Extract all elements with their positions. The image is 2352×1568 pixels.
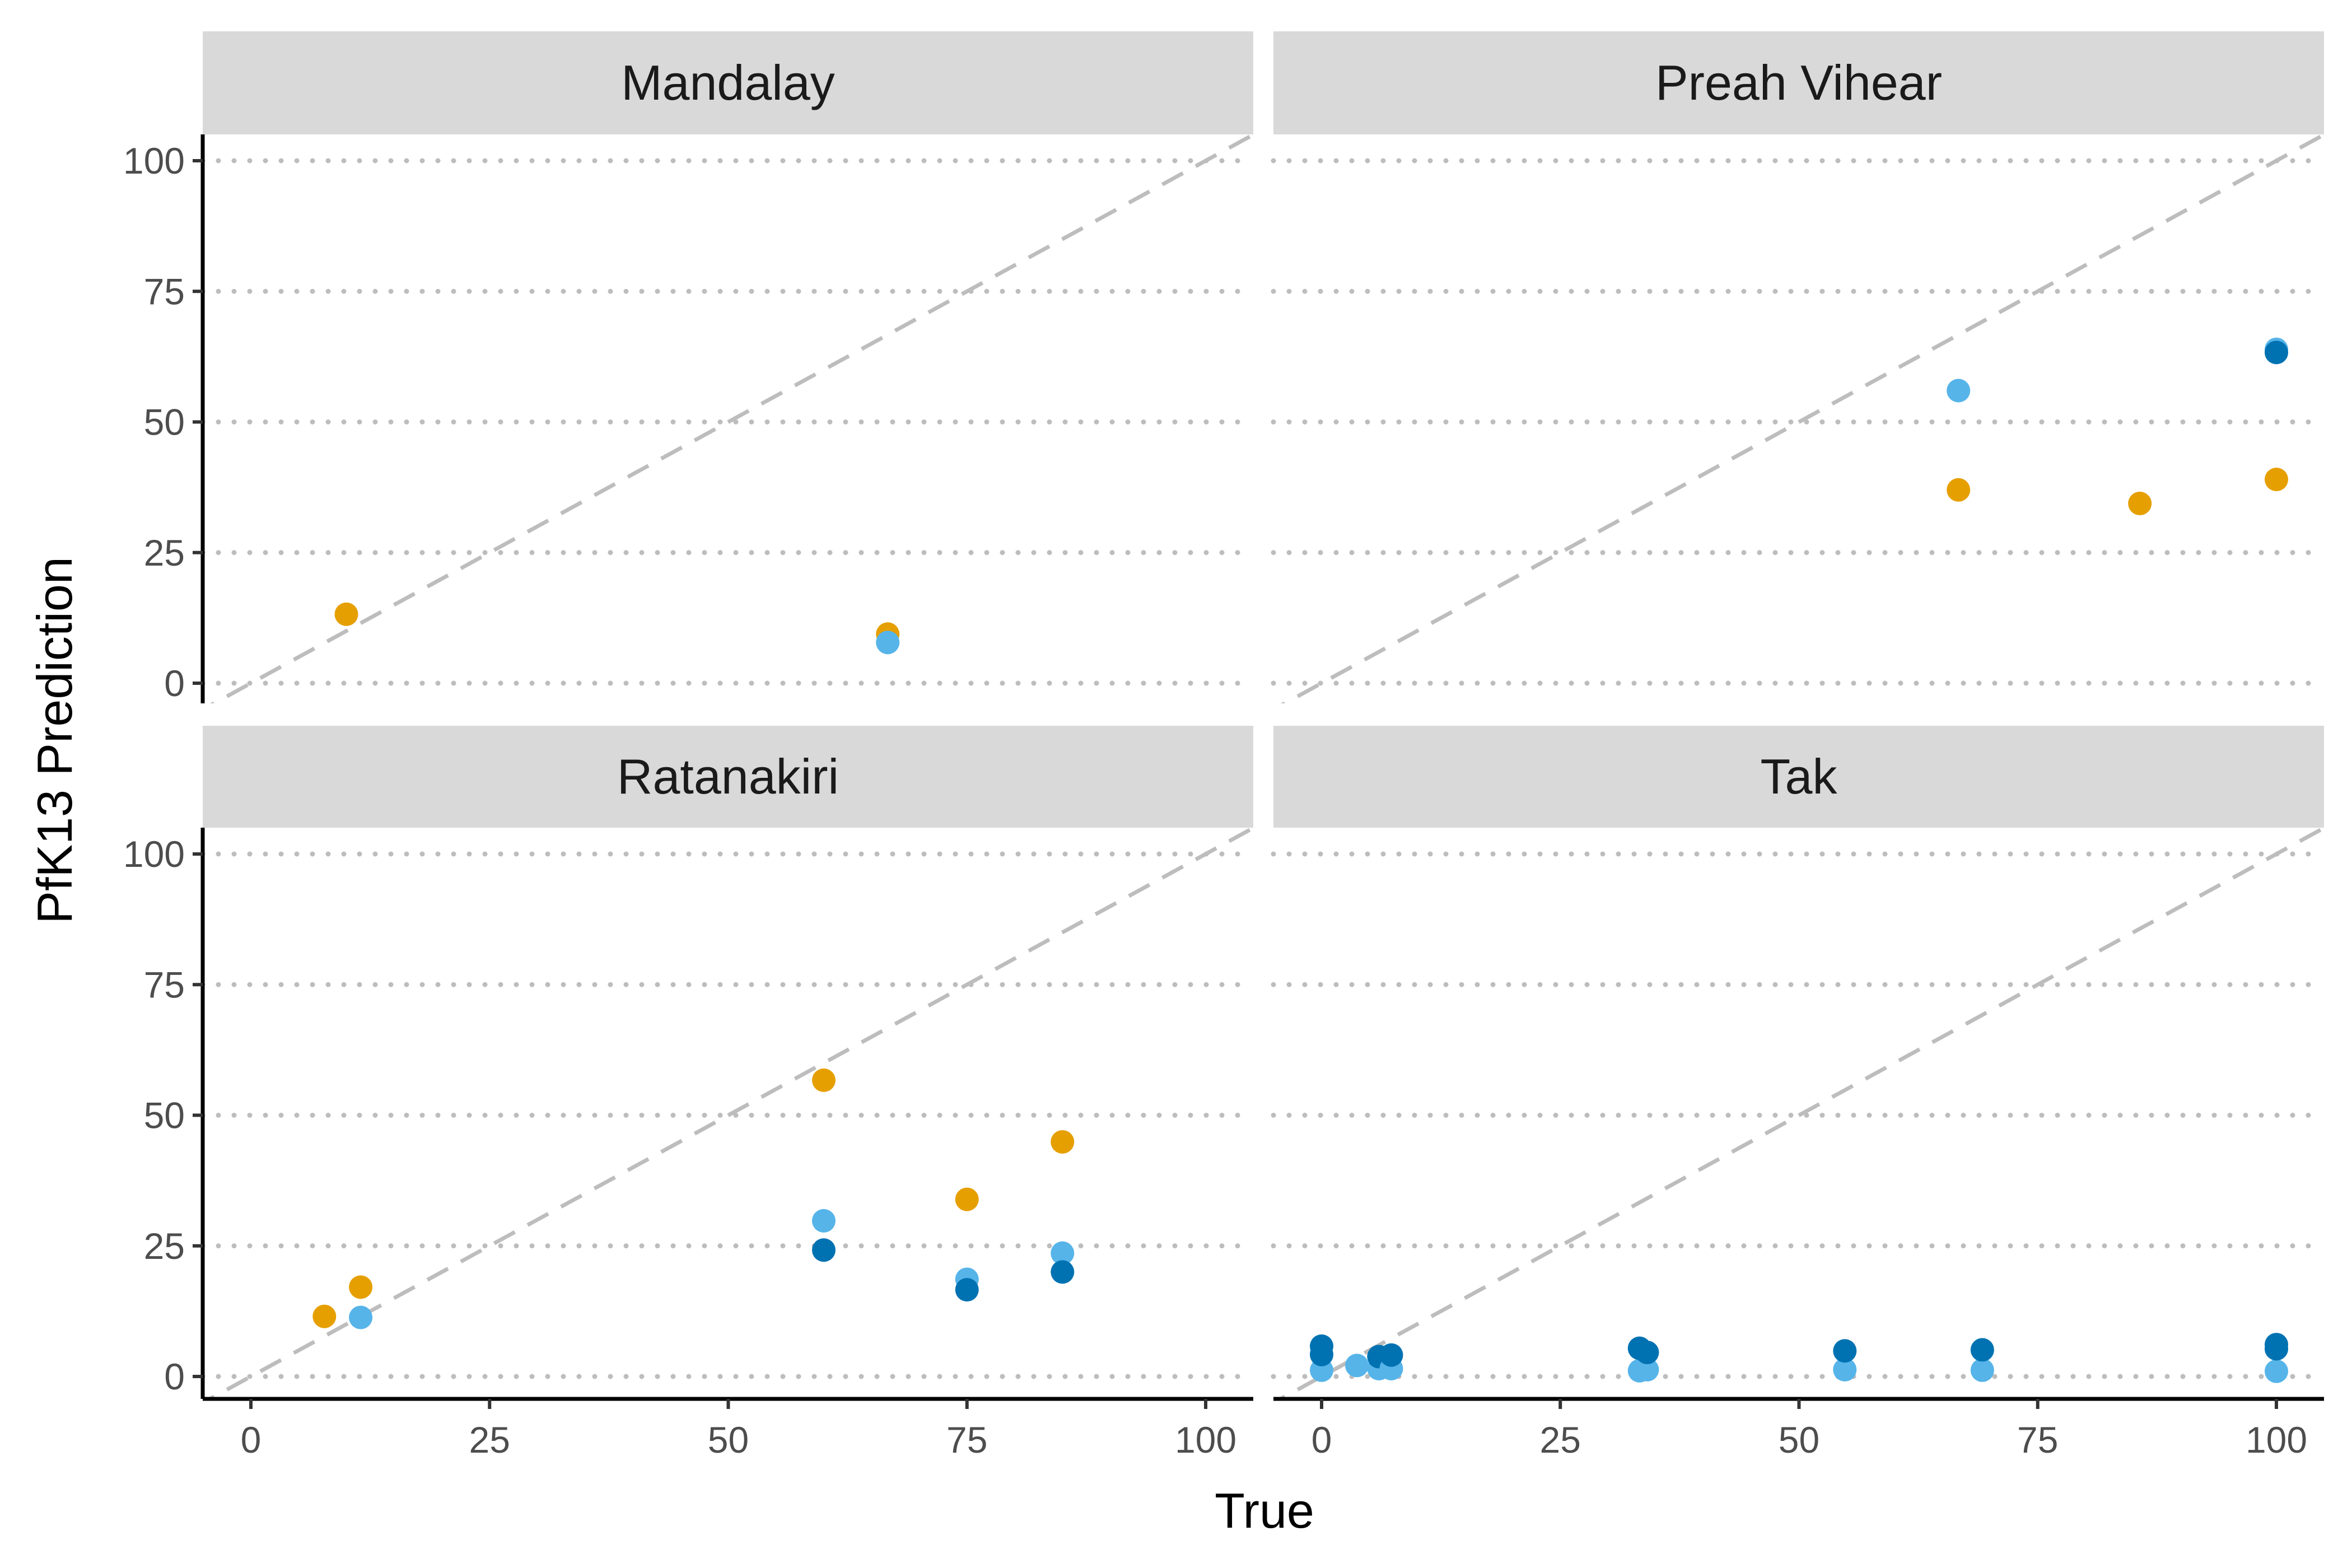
data-point-tak-14 [1970,1358,1994,1382]
data-point-preah-vihear-4 [2128,492,2152,516]
data-point-preah-vihear-2 [2265,340,2288,365]
strip-tak [1273,726,2324,828]
strip-label-ratanakiri: Ratanakiri [617,749,839,804]
strip-label-preah-vihear: Preah Vihear [1655,55,1942,110]
panels-layer: Mandalay 0 25 50 75 100 Preah Vihear Ratanakiri… [123,31,2327,1460]
x-tick-label-ratanakiri-50: 50 [708,1419,749,1460]
y-tick-label-ratanakiri-100: 100 [123,833,185,875]
strip-mandalay [203,31,1253,134]
x-tick-label-ratanakiri-25: 25 [469,1419,510,1460]
strip-ratanakiri [203,726,1253,828]
data-point-tak-15 [1970,1338,1994,1362]
panel-preah-vihear: Preah Vihear [1271,31,2327,703]
reference-line-mandalay [209,134,1253,703]
y-tick-label-ratanakiri-75: 75 [144,964,185,1005]
y-tick-label-ratanakiri-25: 25 [144,1225,185,1267]
x-tick-label-ratanakiri-75: 75 [946,1419,987,1460]
data-point-tak-10 [1635,1357,1659,1382]
data-point-tak-7 [1379,1343,1403,1367]
x-tick-label-tak-50: 50 [1779,1419,1819,1460]
data-point-mandalay-0 [334,602,358,626]
data-point-ratanakiri-8 [955,1278,979,1302]
reference-line-ratanakiri [206,828,1253,1399]
y-tick-label-mandalay-50: 50 [144,402,185,443]
y-tick-label-mandalay-25: 25 [144,532,185,573]
x-tick-label-ratanakiri-100: 100 [1175,1419,1236,1460]
points-mandalay [334,602,900,655]
strip-label-tak: Tak [1761,749,1838,804]
data-point-ratanakiri-5 [812,1238,836,1262]
data-point-preah-vihear-3 [1947,478,1971,502]
strip-label-mandalay: Mandalay [621,55,835,110]
data-point-tak-3 [1345,1354,1369,1378]
y-axis-title: PfK13 Prediction [27,557,82,924]
data-point-preah-vihear-5 [2265,468,2288,492]
x-tick-label-tak-0: 0 [1312,1419,1332,1460]
data-point-tak-12 [1833,1357,1857,1382]
data-point-ratanakiri-0 [312,1304,337,1328]
data-point-tak-2 [1310,1334,1333,1358]
data-point-preah-vihear-0 [1947,379,1971,403]
data-point-mandalay-2 [876,631,900,655]
data-point-ratanakiri-10 [1051,1241,1075,1265]
data-point-ratanakiri-9 [1051,1130,1075,1154]
x-tick-label-tak-25: 25 [1540,1419,1581,1460]
data-point-ratanakiri-4 [812,1208,836,1233]
y-tick-label-ratanakiri-0: 0 [164,1356,185,1397]
y-tick-label-mandalay-75: 75 [144,270,185,312]
points-preah-vihear [1947,337,2288,516]
strip-preah-vihear [1273,31,2324,134]
x-tick-label-tak-100: 100 [2246,1419,2307,1460]
data-point-tak-16 [2265,1359,2288,1383]
x-tick-label-tak-75: 75 [2017,1419,2058,1460]
data-point-ratanakiri-6 [955,1187,979,1211]
points-ratanakiri [312,1068,1075,1329]
data-point-ratanakiri-11 [1051,1260,1075,1284]
data-point-ratanakiri-3 [812,1068,836,1092]
y-tick-label-mandalay-0: 0 [164,662,185,704]
x-tick-label-ratanakiri-0: 0 [241,1419,262,1460]
data-point-tak-18 [2265,1333,2288,1357]
data-point-ratanakiri-2 [349,1305,373,1329]
y-tick-label-mandalay-100: 100 [123,140,185,181]
panel-ratanakiri: Ratanakiri 0 25 50 75 100 0 25 50 75 100 [123,726,1256,1460]
panel-mandalay: Mandalay 0 25 50 75 100 [123,31,1256,704]
data-point-ratanakiri-1 [349,1275,373,1299]
panel-tak: Tak 0 25 50 75 100 [1271,726,2327,1460]
points-tak [1310,1333,2288,1383]
data-point-tak-11 [1635,1341,1659,1365]
x-axis-title: True [1215,1483,1314,1538]
data-point-tak-13 [1833,1339,1857,1363]
y-tick-label-ratanakiri-50: 50 [144,1095,185,1136]
reference-line-preah-vihear [1280,134,2324,703]
